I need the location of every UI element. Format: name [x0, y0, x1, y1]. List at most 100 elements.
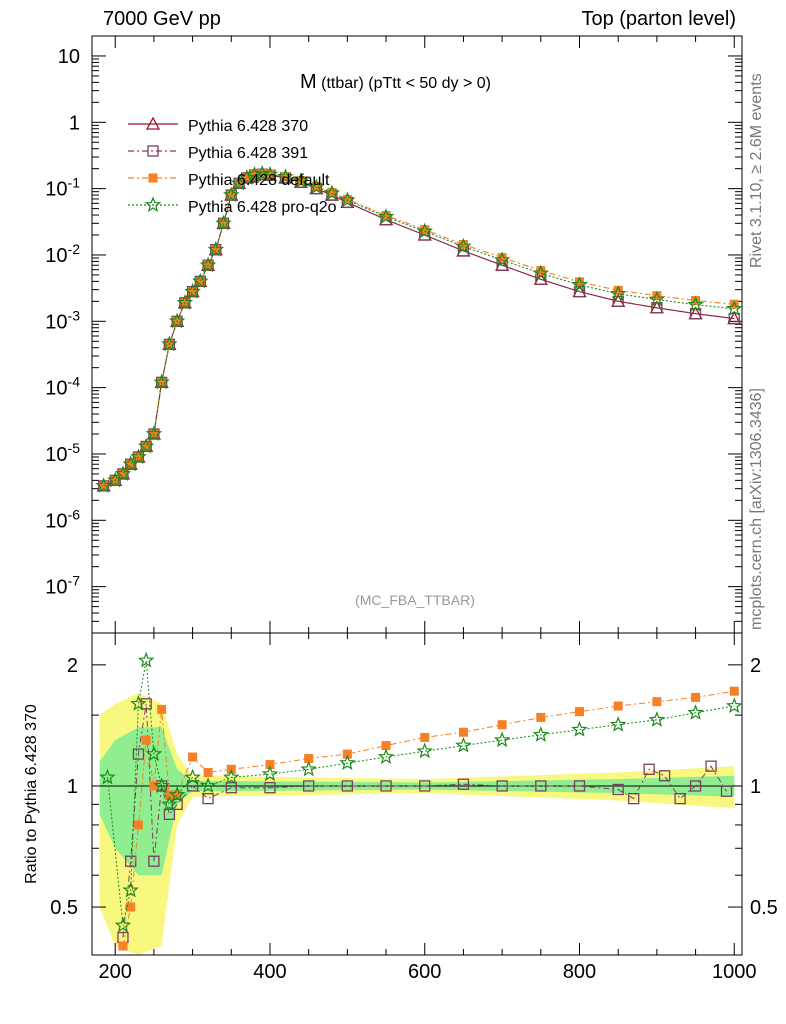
data-point: [109, 474, 121, 487]
data-point: [254, 165, 271, 181]
data-point: [179, 297, 191, 309]
data-point: [648, 290, 666, 307]
ratio-point: [691, 692, 701, 702]
data-point: [137, 437, 155, 454]
data-point: [163, 338, 176, 350]
y-tick-label: 10-6: [45, 506, 80, 532]
ratio-point: [264, 782, 276, 794]
ratio-point: [705, 760, 717, 772]
legend-label: Pythia 6.428 370: [188, 118, 308, 135]
uncertainty-band-yellow: [99, 693, 735, 955]
legend-marker: [144, 196, 162, 213]
data-point: [261, 165, 279, 182]
ratio-point: [420, 732, 430, 742]
data-point: [145, 425, 163, 442]
ratio-point: [130, 695, 147, 711]
ratio-point: [141, 735, 151, 745]
ratio-point: [126, 902, 136, 912]
ratio-tick-label: 2: [67, 655, 78, 677]
legend-marker: [148, 173, 158, 183]
ratio-point: [652, 697, 662, 707]
data-point: [381, 210, 391, 220]
ratio-point: [613, 701, 623, 711]
y-tick-label: 10-5: [45, 440, 80, 466]
ratio-point: [455, 736, 472, 753]
data-point: [689, 308, 702, 320]
data-point: [118, 469, 128, 479]
ratio-point: [416, 742, 434, 759]
ratio-point: [265, 760, 275, 770]
y-tick-label: 10-3: [45, 307, 80, 333]
data-point: [573, 285, 586, 298]
data-point: [420, 225, 430, 235]
ratio-point: [536, 712, 546, 722]
ratio-point: [726, 697, 743, 714]
legend-marker: [147, 145, 159, 157]
data-point: [211, 245, 221, 255]
ratio-point: [132, 748, 145, 760]
ratio-point: [571, 721, 588, 737]
data-point: [308, 178, 325, 195]
data-point: [155, 376, 168, 389]
ratio-point: [140, 698, 152, 710]
data-point: [613, 285, 623, 295]
series-line: [103, 173, 735, 487]
ratio-point: [377, 748, 395, 765]
y-tick-label: 10-1: [45, 175, 80, 201]
data-point: [153, 373, 170, 390]
ratio-point: [223, 768, 240, 785]
ratio-series-line: [122, 703, 727, 938]
ratio-point: [609, 716, 627, 732]
x-tick-label: 600: [408, 961, 441, 983]
data-point: [132, 451, 145, 463]
data-point: [571, 276, 588, 292]
header-right: Top (parton level): [581, 8, 736, 30]
ratio-point: [145, 745, 163, 762]
ratio-y-label: Ratio to Pythia 6.428 370: [23, 704, 40, 884]
watermark: (MC_FBA_TTBAR): [355, 592, 475, 608]
x-tick-label: 1000: [712, 961, 757, 983]
ratio-series-line: [122, 690, 735, 947]
data-point: [161, 335, 178, 352]
data-point: [114, 465, 132, 481]
x-tick-label: 400: [253, 961, 286, 983]
data-point: [188, 287, 198, 297]
plot-title: M (ttbar) (pTtt < 50 dy > 0): [300, 71, 491, 93]
data-point: [97, 480, 110, 492]
data-point: [726, 300, 743, 316]
x-tick-label: 800: [563, 961, 596, 983]
data-point: [217, 217, 230, 229]
data-point: [497, 253, 507, 263]
data-point: [280, 172, 290, 182]
uncertainty-band-green: [99, 727, 735, 876]
ratio-tick-label-right: 2: [750, 655, 761, 677]
ratio-point: [188, 752, 198, 762]
data-point: [458, 239, 468, 249]
data-point: [339, 191, 356, 208]
data-point: [95, 477, 112, 493]
ratio-point: [381, 741, 391, 751]
header-left: 7000 GeV pp: [103, 8, 221, 30]
ratio-point: [720, 785, 733, 797]
data-point: [230, 174, 248, 191]
data-point: [416, 222, 433, 239]
ratio-point: [164, 790, 174, 800]
ratio-point: [457, 778, 470, 790]
ratio-point: [497, 720, 507, 730]
ratio-point: [496, 780, 508, 792]
ratio-point: [172, 790, 182, 800]
ratio-point: [118, 941, 128, 951]
data-point: [246, 166, 263, 182]
data-point: [323, 184, 341, 201]
ratio-point: [261, 765, 279, 782]
data-point: [215, 214, 232, 231]
data-point: [296, 175, 306, 185]
y-tick-label: 1: [69, 112, 80, 134]
series-line: [103, 172, 735, 487]
data-point: [184, 282, 201, 299]
ratio-tick-label: 1: [67, 776, 78, 798]
data-point: [250, 170, 259, 180]
data-point: [176, 294, 194, 310]
legend-marker: [145, 116, 161, 130]
ratio-point: [493, 731, 511, 748]
